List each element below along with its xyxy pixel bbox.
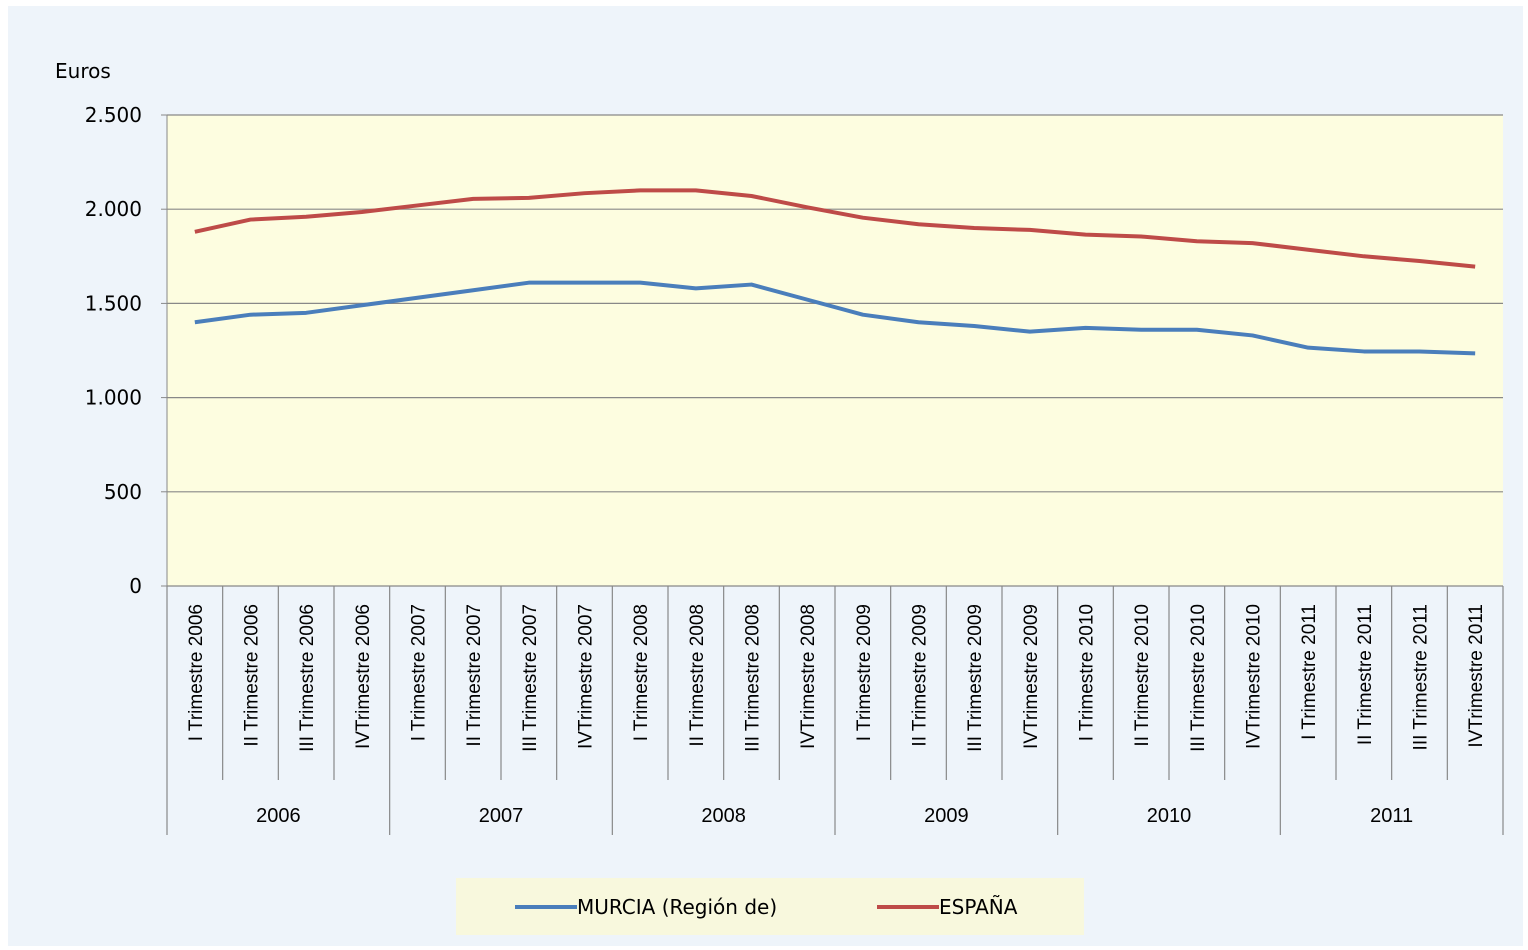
x-tick-label: IVTrimestre 2011 (1466, 604, 1487, 748)
x-tick-label: III Trimestre 2009 (965, 604, 986, 752)
x-tick-label: III Trimestre 2011 (1411, 604, 1432, 750)
x-tick-label: III Trimestre 2007 (520, 604, 541, 752)
year-label: 2010 (1147, 805, 1192, 827)
year-label: 2008 (701, 805, 746, 827)
plot-area (167, 115, 1503, 586)
legend-label: ESPAÑA (939, 895, 1018, 919)
y-tick-label: 0 (129, 574, 142, 598)
year-label: 2011 (1370, 805, 1413, 827)
x-tick-label: IVTrimestre 2010 (1244, 604, 1265, 749)
year-label: 2007 (479, 805, 524, 827)
x-tick-label: I Trimestre 2007 (409, 604, 430, 741)
legend-label: MURCIA (Región de) (577, 895, 777, 919)
y-axis-label: Euros (55, 59, 111, 83)
y-tick-label: 1.000 (85, 386, 142, 410)
x-tick-label: II Trimestre 2008 (687, 604, 708, 747)
x-tick-label: I Trimestre 2011 (1299, 604, 1320, 740)
x-tick-label: II Trimestre 2009 (910, 604, 931, 747)
x-tick-label: II Trimestre 2006 (242, 604, 263, 747)
x-tick-label: IVTrimestre 2006 (353, 604, 374, 749)
x-tick-label: I Trimestre 2008 (631, 604, 652, 741)
x-tick-label: II Trimestre 2010 (1132, 604, 1153, 747)
year-label: 2006 (256, 805, 301, 827)
x-tick-label: III Trimestre 2006 (297, 604, 318, 752)
x-tick-label: III Trimestre 2010 (1188, 604, 1209, 752)
y-tick-label: 2.500 (85, 103, 142, 127)
year-label: 2009 (924, 805, 969, 827)
series-line (194, 280, 1476, 356)
y-tick-label: 500 (104, 480, 142, 504)
x-tick-label: IVTrimestre 2009 (1021, 604, 1042, 749)
y-tick-label: 2.000 (85, 197, 142, 221)
x-tick-label: II Trimestre 2007 (464, 604, 485, 747)
x-tick-label: IVTrimestre 2007 (576, 604, 597, 749)
y-tick-label: 1.500 (85, 291, 142, 315)
x-tick-label: III Trimestre 2008 (743, 604, 764, 752)
series-line (194, 188, 1476, 269)
x-tick-label: I Trimestre 2006 (186, 604, 207, 741)
x-tick-label: I Trimestre 2009 (854, 604, 875, 741)
x-tick-label: II Trimestre 2011 (1355, 604, 1376, 745)
x-tick-label: I Trimestre 2010 (1077, 604, 1098, 741)
x-tick-label: IVTrimestre 2008 (798, 604, 819, 749)
